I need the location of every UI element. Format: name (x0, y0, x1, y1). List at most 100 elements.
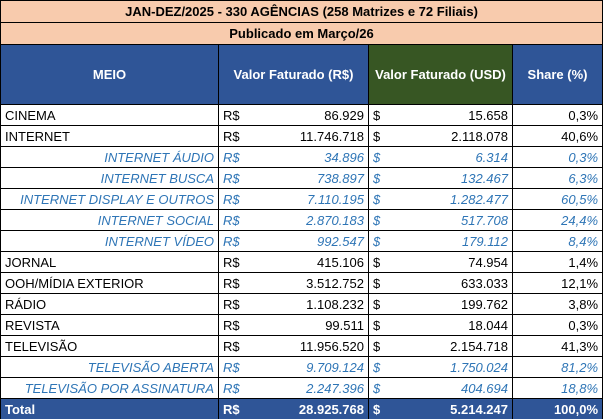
medium: TELEVISÃO ABERTA (0, 356, 219, 378)
value-usd: 2.154.718 (394, 335, 513, 357)
currency-symbol: R$ (218, 188, 251, 210)
subtitle: Publicado em Março/26 (0, 22, 604, 45)
currency-symbol: R$ (218, 167, 251, 189)
currency-symbol: $ (368, 335, 395, 357)
share: 0,3% (511, 146, 604, 168)
value-usd: 633.033 (394, 272, 513, 294)
share: 60,5% (511, 188, 604, 210)
value-brl: 3.512.752 (250, 272, 369, 294)
currency-symbol: $ (368, 377, 395, 399)
value-usd: 18.044 (394, 314, 513, 336)
value-brl: 11.746.718 (250, 125, 369, 147)
currency-symbol: R$ (218, 104, 251, 126)
value-usd: 1.750.024 (394, 356, 513, 378)
currency-symbol: $ (368, 314, 395, 336)
share: 24,4% (511, 209, 604, 231)
share: 41,3% (511, 335, 604, 357)
share: 100,0% (511, 398, 604, 419)
value-brl: 738.897 (250, 167, 369, 189)
column-header: MEIO (0, 44, 219, 105)
currency-symbol: R$ (218, 272, 251, 294)
medium: INTERNET (0, 125, 219, 147)
table-row: INTERNET BUSCA R$ 738.897 $132.467 6,3% (0, 167, 604, 189)
value-usd: 517.708 (394, 209, 513, 231)
medium: INTERNET ÁUDIO (0, 146, 219, 168)
table-row: TELEVISÃO ABERTA R$ 9.709.124 $1.750.024 81,… (0, 356, 604, 378)
title: JAN-DEZ/2025 - 330 AGÊNCIAS (258 Matrize… (0, 0, 604, 23)
medium: REVISTA (0, 314, 219, 336)
table-row: OOH/MÍDIA EXTERIOR R$ 3.512.752 $633.033 12,… (0, 272, 604, 294)
table-row: INTERNET DISPLAY E OUTROS R$ 7.110.195 $1.2… (0, 188, 604, 210)
medium: INTERNET BUSCA (0, 167, 219, 189)
currency-symbol: R$ (218, 125, 251, 147)
medium: TELEVISÃO (0, 335, 219, 357)
table-row: TELEVISÃO R$ 11.956.520 $2.154.718 41,3% (0, 335, 604, 357)
share: 81,2% (511, 356, 604, 378)
value-brl: 415.106 (250, 251, 369, 273)
table-row: Total R$ 28.925.768 $5.214.247 100,0% (0, 398, 604, 419)
currency-symbol: $ (368, 293, 395, 315)
currency-symbol: R$ (218, 209, 251, 231)
medium: INTERNET DISPLAY E OUTROS (0, 188, 219, 210)
currency-symbol: $ (368, 272, 395, 294)
share: 40,6% (511, 125, 604, 147)
table-row: CINEMA R$ 86.929 $15.658 0,3% (0, 104, 604, 126)
currency-symbol: R$ (218, 230, 251, 252)
share: 6,3% (511, 167, 604, 189)
share: 3,8% (511, 293, 604, 315)
currency-symbol: $ (368, 230, 395, 252)
value-usd: 404.694 (394, 377, 513, 399)
value-brl: 1.108.232 (250, 293, 369, 315)
currency-symbol: $ (368, 167, 395, 189)
value-brl: 2.870.183 (250, 209, 369, 231)
value-brl: 11.956.520 (250, 335, 369, 357)
column-header: Valor Faturado (USD) (368, 44, 513, 105)
table-row: INTERNET R$ 11.746.718 $2.118.078 40,6% (0, 125, 604, 147)
medium: Total (0, 398, 219, 419)
table-row: RÁDIO R$ 1.108.232 $199.762 3,8% (0, 293, 604, 315)
medium: OOH/MÍDIA EXTERIOR (0, 272, 219, 294)
medium: JORNAL (0, 251, 219, 273)
currency-symbol: $ (368, 398, 395, 419)
column-header: Valor Faturado (R$) (218, 44, 369, 105)
value-usd: 5.214.247 (394, 398, 513, 419)
currency-symbol: $ (368, 125, 395, 147)
value-brl: 28.925.768 (250, 398, 369, 419)
value-usd: 179.112 (394, 230, 513, 252)
share: 1,4% (511, 251, 604, 273)
value-brl: 7.110.195 (250, 188, 369, 210)
share: 18,8% (511, 377, 604, 399)
value-brl: 992.547 (250, 230, 369, 252)
value-usd: 132.467 (394, 167, 513, 189)
currency-symbol: $ (368, 188, 395, 210)
medium: TELEVISÃO POR ASSINATURA (0, 377, 219, 399)
table-row: INTERNET ÁUDIO R$ 34.896 $6.314 0,3% (0, 146, 604, 168)
table-row: TELEVISÃO POR ASSINATURA R$ 2.247.396 $404.… (0, 377, 604, 399)
value-usd: 74.954 (394, 251, 513, 273)
currency-symbol: $ (368, 251, 395, 273)
value-brl: 86.929 (250, 104, 369, 126)
currency-symbol: R$ (218, 146, 251, 168)
currency-symbol: R$ (218, 335, 251, 357)
currency-symbol: R$ (218, 356, 251, 378)
currency-symbol: $ (368, 104, 395, 126)
currency-symbol: $ (368, 209, 395, 231)
value-brl: 2.247.396 (250, 377, 369, 399)
share: 12,1% (511, 272, 604, 294)
currency-symbol: $ (368, 356, 395, 378)
share: 0,3% (511, 314, 604, 336)
share: 8,4% (511, 230, 604, 252)
value-usd: 1.282.477 (394, 188, 513, 210)
currency-symbol: R$ (218, 293, 251, 315)
column-header: Share (%) (511, 44, 604, 105)
table-row: INTERNET VÍDEO R$ 992.547 $179.112 8,4% (0, 230, 604, 252)
currency-symbol: R$ (218, 251, 251, 273)
medium: INTERNET VÍDEO (0, 230, 219, 252)
medium: RÁDIO (0, 293, 219, 315)
table-row: REVISTA R$ 99.511 $18.044 0,3% (0, 314, 604, 336)
table-row: INTERNET SOCIAL R$ 2.870.183 $517.708 24,4% (0, 209, 604, 231)
value-brl: 99.511 (250, 314, 369, 336)
value-usd: 199.762 (394, 293, 513, 315)
